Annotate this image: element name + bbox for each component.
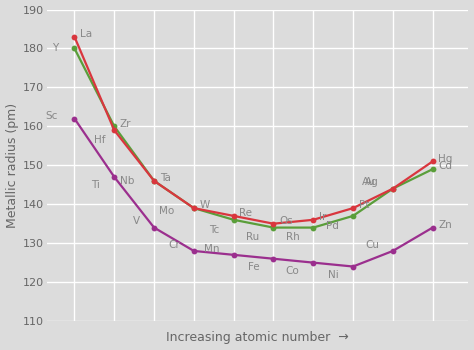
Text: Ta: Ta	[160, 173, 171, 183]
Text: La: La	[80, 29, 92, 39]
Text: Sc: Sc	[46, 111, 58, 121]
Text: Rh: Rh	[286, 232, 300, 242]
Y-axis label: Metallic radius (pm): Metallic radius (pm)	[6, 103, 18, 228]
Text: Mn: Mn	[204, 244, 220, 254]
Text: W: W	[200, 200, 210, 210]
X-axis label: Increasing atomic number  →: Increasing atomic number →	[166, 331, 349, 344]
Text: Hg: Hg	[438, 154, 453, 163]
Text: Pd: Pd	[326, 220, 339, 231]
Text: Ni: Ni	[328, 270, 339, 280]
Text: Ti: Ti	[91, 180, 100, 190]
Text: Ir: Ir	[319, 212, 326, 222]
Text: Cu: Cu	[365, 240, 379, 250]
Text: Tc: Tc	[210, 224, 220, 234]
Text: Fe: Fe	[248, 262, 260, 272]
Text: Re: Re	[239, 208, 252, 218]
Text: Ag: Ag	[365, 177, 379, 187]
Text: Ru: Ru	[246, 232, 260, 242]
Text: Hf: Hf	[94, 135, 106, 145]
Text: Y: Y	[52, 43, 58, 54]
Text: Nb: Nb	[120, 176, 135, 186]
Text: Zn: Zn	[438, 220, 452, 230]
Text: Co: Co	[286, 266, 300, 276]
Text: V: V	[133, 216, 140, 226]
Text: Mo: Mo	[159, 206, 174, 216]
Text: Au: Au	[363, 177, 376, 187]
Text: Os: Os	[279, 216, 293, 226]
Text: Cd: Cd	[438, 161, 452, 171]
Text: Cr: Cr	[168, 240, 180, 250]
Text: Zr: Zr	[120, 119, 131, 128]
Text: Pt: Pt	[359, 200, 369, 210]
